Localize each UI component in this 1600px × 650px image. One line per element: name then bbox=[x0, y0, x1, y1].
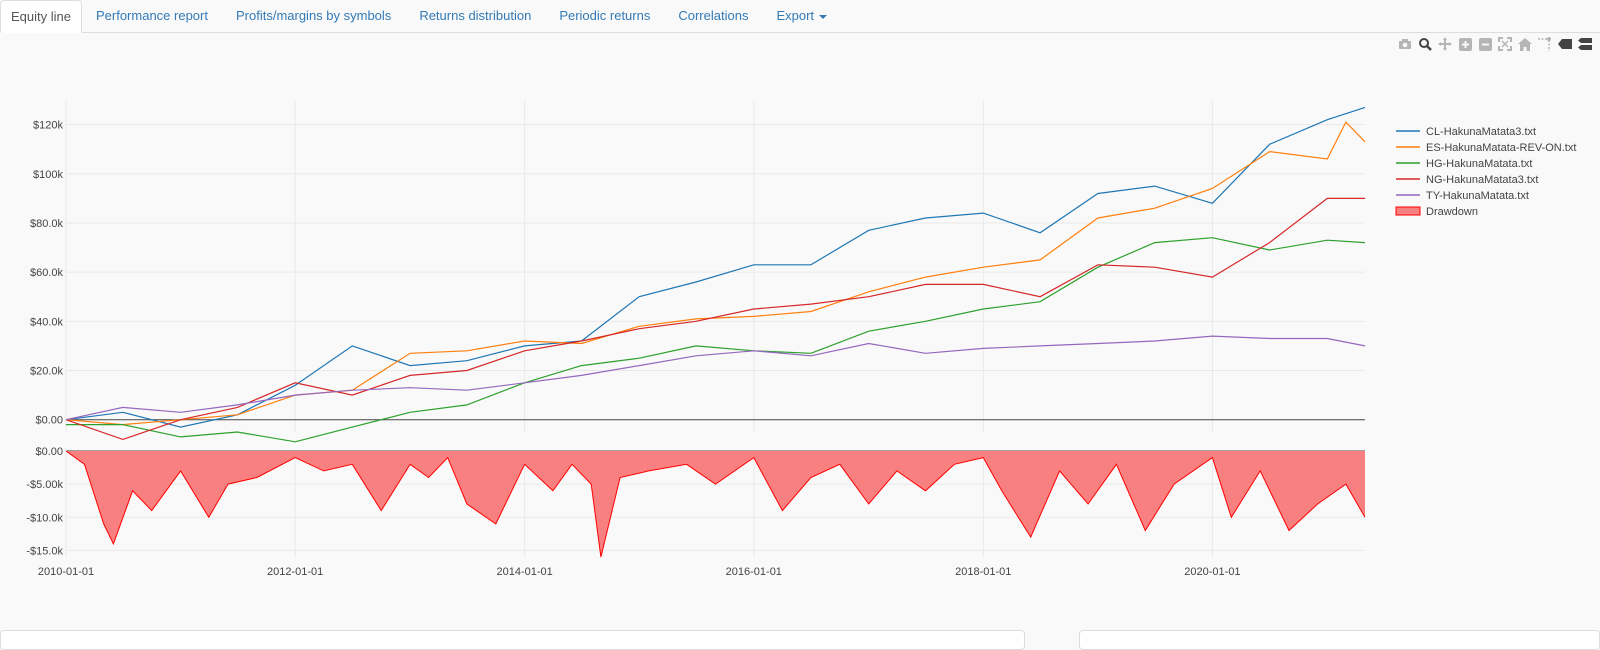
drawdown-y-tick-label: $0.00 bbox=[35, 446, 63, 458]
zoom-in-icon[interactable] bbox=[1456, 36, 1474, 52]
caret-down-icon bbox=[819, 14, 828, 19]
x-tick-label: 2014-01-01 bbox=[496, 566, 552, 578]
drawdown-y-tick-label: -$5.00k bbox=[26, 479, 63, 491]
tab-profits-margins[interactable]: Profits/margins by symbols bbox=[235, 8, 392, 23]
series-line-4[interactable] bbox=[65, 335, 1366, 421]
legend-label-drawdown[interactable]: Drawdown bbox=[1426, 206, 1478, 218]
hover-closest-icon[interactable] bbox=[1556, 36, 1574, 52]
zoom-out-icon[interactable] bbox=[1476, 36, 1494, 52]
tab-returns-distribution[interactable]: Returns distribution bbox=[419, 8, 532, 23]
tab-performance-report[interactable]: Performance report bbox=[95, 8, 208, 23]
y-tick-label: $60.0k bbox=[30, 267, 64, 279]
y-tick-label: $0.00 bbox=[35, 415, 63, 427]
drawdown-plot[interactable]: $0.00 -$5.00k -$10.0k -$15.0k bbox=[26, 446, 1366, 558]
series-line-0[interactable] bbox=[65, 106, 1366, 428]
drawdown-area[interactable] bbox=[66, 451, 1365, 557]
legend: CL-HakunaMatata3.txt ES-HakunaMatata-REV-… bbox=[1395, 126, 1576, 218]
bottom-panel-left bbox=[0, 630, 1025, 650]
legend-label[interactable]: CL-HakunaMatata3.txt bbox=[1426, 126, 1536, 138]
legend-label[interactable]: NG-HakunaMatata3.txt bbox=[1426, 174, 1539, 186]
drawdown-y-tick-label: -$10.0k bbox=[26, 512, 63, 524]
tab-equity-line[interactable]: Equity line bbox=[0, 0, 82, 33]
legend-label[interactable]: ES-HakunaMatata-REV-ON.txt bbox=[1426, 142, 1576, 154]
drawdown-y-tick-label: -$15.0k bbox=[26, 545, 63, 557]
home-icon[interactable] bbox=[1516, 36, 1534, 52]
spike-lines-icon[interactable] bbox=[1536, 36, 1554, 52]
tab-bar: Equity line Performance report Profits/m… bbox=[0, 0, 1600, 33]
y-tick-label: $20.0k bbox=[30, 366, 64, 378]
legend-label[interactable]: HG-HakunaMatata.txt bbox=[1426, 158, 1532, 170]
y-tick-label: $80.0k bbox=[30, 218, 64, 230]
autoscale-icon[interactable] bbox=[1496, 36, 1514, 52]
x-tick-label: 2020-01-01 bbox=[1184, 566, 1240, 578]
x-tick-label: 2018-01-01 bbox=[955, 566, 1011, 578]
hover-compare-icon[interactable] bbox=[1576, 36, 1594, 52]
legend-label[interactable]: TY-HakunaMatata.txt bbox=[1426, 190, 1529, 202]
series-line-1[interactable] bbox=[65, 121, 1366, 426]
chart-modebar bbox=[1396, 36, 1594, 52]
series-line-2[interactable] bbox=[66, 237, 1366, 443]
camera-icon[interactable] bbox=[1396, 36, 1414, 52]
x-tick-label: 2012-01-01 bbox=[267, 566, 323, 578]
pan-icon[interactable] bbox=[1436, 36, 1454, 52]
tab-export-label: Export bbox=[776, 8, 815, 23]
drawdown-line bbox=[65, 450, 1366, 558]
y-tick-label: $120k bbox=[33, 120, 63, 132]
x-tick-label: 2010-01-01 bbox=[38, 566, 94, 578]
y-tick-label: $100k bbox=[33, 169, 63, 181]
tab-periodic-returns[interactable]: Periodic returns bbox=[559, 8, 651, 23]
bottom-panel-right bbox=[1079, 630, 1600, 650]
tab-correlations[interactable]: Correlations bbox=[678, 8, 749, 23]
x-axis: 2010-01-01 2012-01-01 2014-01-01 2016-01-01… bbox=[38, 566, 1241, 578]
legend-swatch-drawdown bbox=[1395, 206, 1421, 216]
tab-export[interactable]: Export bbox=[762, 0, 841, 32]
series-line-3[interactable] bbox=[65, 197, 1365, 441]
x-tick-label: 2016-01-01 bbox=[726, 566, 782, 578]
equity-plot[interactable]: $0.00 $20.0k $40.0k $60.0k $80.0k $100k $120k bbox=[30, 100, 1366, 443]
zoom-icon[interactable] bbox=[1416, 36, 1434, 52]
y-tick-label: $40.0k bbox=[30, 316, 64, 328]
